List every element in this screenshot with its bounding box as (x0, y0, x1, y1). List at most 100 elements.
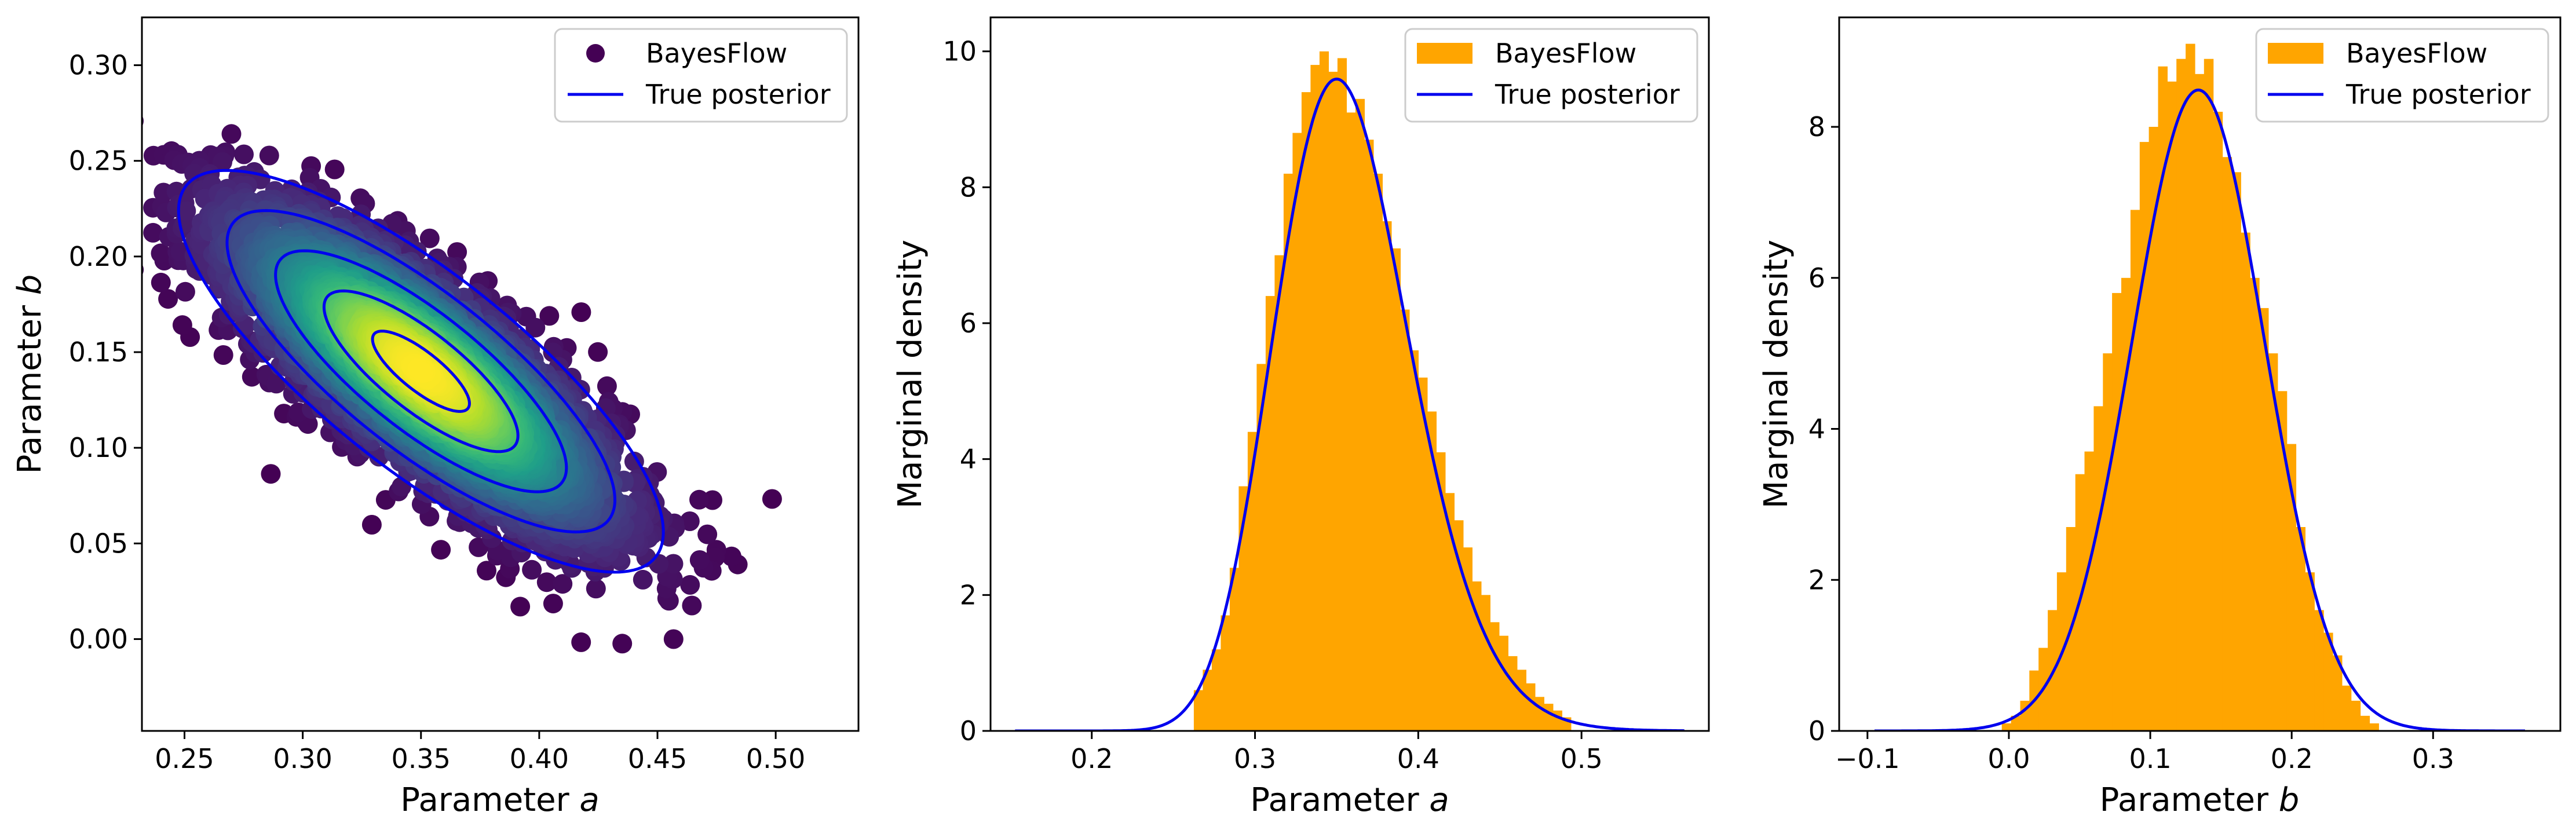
histogram-bar (1337, 58, 1347, 731)
x-axis-label: Parameter b (2100, 781, 2300, 819)
histogram-bar (1265, 296, 1275, 731)
legend-entry: BayesFlow (1495, 38, 1636, 69)
x-tick-label: 0.25 (155, 743, 214, 774)
histogram-bar (2176, 58, 2186, 731)
posterior-contour (274, 249, 568, 493)
posterior-contour (322, 289, 520, 453)
scatter-point (221, 124, 242, 144)
y-tick-label: 2 (1808, 564, 1825, 595)
scatter-point (689, 489, 709, 510)
y-tick-label: 0 (1808, 715, 1825, 747)
scatter-point (259, 145, 279, 166)
x-tick-label: 0.30 (273, 743, 332, 774)
histogram-bar (2103, 353, 2113, 731)
scatter-point (411, 361, 432, 382)
histogram-bar (1292, 133, 1302, 731)
histogram-bar (1508, 656, 1518, 731)
histogram-bar (1355, 98, 1365, 731)
legend-entry: True posterior (2345, 79, 2531, 110)
scatter-point (679, 511, 700, 531)
histogram-bar (2241, 232, 2250, 731)
y-tick-label: 0.15 (69, 336, 128, 368)
histogram-bar (1364, 140, 1374, 731)
x-tick-label: 0.35 (392, 743, 451, 774)
histogram-bar (2305, 572, 2315, 731)
histogram-bar (1283, 173, 1293, 731)
y-tick-label: 0.20 (69, 241, 128, 272)
histogram-bar (1517, 670, 1526, 731)
histogram-bar (1193, 690, 1203, 731)
histogram-bar (1319, 51, 1329, 731)
y-axis-label: Marginal density (891, 240, 929, 509)
histogram-bar (2351, 700, 2361, 731)
posterior-contour (177, 169, 665, 574)
scatter-point (525, 317, 546, 338)
histogram-bar (1436, 452, 1446, 731)
y-axis-label: Parameter b (11, 275, 49, 474)
x-tick-label: 0.50 (746, 743, 805, 774)
histogram-bar (1445, 493, 1455, 731)
histogram-bar (1328, 71, 1338, 731)
x-axis-ticks: 0.25 0.30 0.35 0.40 0.45 0.50 (155, 731, 805, 774)
scatter-point (624, 451, 644, 471)
scatter-point (151, 243, 171, 264)
histogram-bar (1310, 65, 1320, 731)
legend: BayesFlow True posterior (554, 28, 848, 123)
x-tick-label: 0.45 (628, 743, 687, 774)
x-tick-label: 0.2 (2271, 743, 2313, 774)
histogram-bar (2011, 715, 2021, 731)
x-tick-label: 0.1 (2129, 743, 2171, 774)
scatter-point (571, 302, 591, 322)
x-tick-label: 0.3 (1234, 743, 1276, 774)
y-tick-label: 8 (960, 171, 977, 203)
scatter-point (61, 200, 81, 220)
histogram-bar (2268, 353, 2278, 731)
y-tick-label: 2 (960, 579, 977, 610)
scatter-point (151, 272, 171, 292)
histogram-bar (2158, 66, 2168, 731)
histogram-bar (1534, 697, 1544, 731)
x-tick-label: 0.5 (1561, 743, 1603, 774)
plot-area (1875, 43, 2525, 731)
scatter-point (682, 595, 702, 616)
histogram-bar (1552, 710, 1562, 731)
scatter-point (553, 574, 573, 594)
scatter-point (663, 554, 684, 574)
y-tick-label: 0.30 (69, 50, 128, 81)
histogram-bar (1238, 486, 1248, 731)
axes-frame (989, 16, 1710, 732)
scatter-point (234, 144, 254, 164)
histogram-bar (2369, 723, 2379, 731)
true-posterior-curve (1875, 88, 2525, 731)
scatter-point (176, 201, 196, 221)
histogram-bar (2277, 391, 2288, 731)
histogram-bar (2286, 444, 2297, 731)
y-axis-ticks: 0.00 0.05 0.10 0.15 0.20 0.25 0.30 (69, 50, 142, 654)
histogram-bar (2149, 127, 2159, 731)
histogram-bar (2231, 172, 2241, 731)
x-axis-ticks: 0.2 0.3 0.4 0.5 (1070, 731, 1603, 774)
legend-frame (2255, 28, 2549, 123)
histogram-bar (2222, 157, 2232, 731)
x-tick-label: 0.4 (1397, 743, 1439, 774)
scatter-point (87, 192, 107, 211)
scatter-point (536, 572, 557, 592)
histogram-bar (1499, 635, 1508, 731)
legend-frame (554, 28, 848, 123)
y-axis-ticks: 0 2 4 6 8 10 (942, 36, 991, 747)
x-tick-label: 0.2 (1070, 743, 1113, 774)
histogram-bar (1400, 309, 1410, 731)
scatter-point (697, 524, 718, 544)
scatter-point (20, 79, 39, 99)
scatter-point (142, 115, 144, 127)
histogram-bar (1481, 595, 1490, 731)
scatter-point (120, 89, 140, 108)
scatter-point (539, 306, 560, 326)
plot-area (20, 79, 782, 654)
scatter-point (419, 228, 440, 248)
scatter-point (175, 281, 195, 302)
scatter-point (172, 315, 192, 335)
histogram-bar (2213, 112, 2223, 731)
y-tick-label: 0.25 (69, 145, 128, 177)
histogram-bar (1373, 173, 1383, 731)
